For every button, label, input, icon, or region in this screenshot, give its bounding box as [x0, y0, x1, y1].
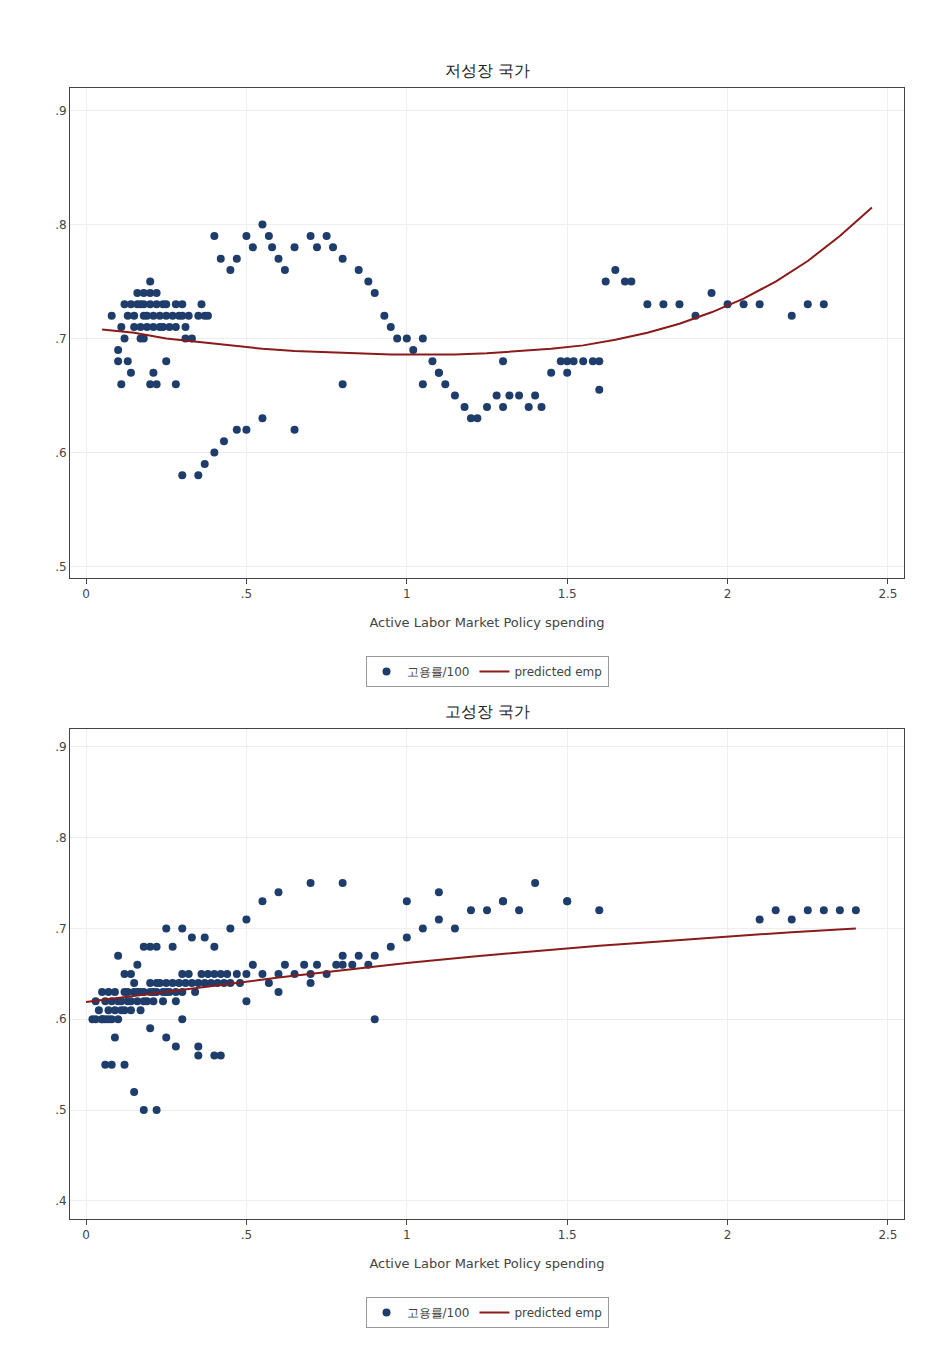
svg-text:0: 0	[82, 1228, 90, 1242]
svg-text:저성장 국가: 저성장 국가	[445, 61, 530, 80]
svg-text:.5: .5	[241, 587, 252, 601]
svg-text:고용률/100: 고용률/100	[407, 1306, 470, 1320]
svg-text:0: 0	[82, 587, 90, 601]
svg-text:.7: .7	[55, 332, 66, 346]
svg-text:고성장 국가: 고성장 국가	[445, 702, 530, 721]
svg-text:.6: .6	[55, 446, 66, 460]
svg-text:.6: .6	[55, 1012, 66, 1026]
svg-text:2: 2	[724, 587, 732, 601]
svg-text:1.5: 1.5	[558, 1228, 577, 1242]
svg-text:1: 1	[403, 1228, 411, 1242]
svg-text:.5: .5	[241, 1228, 252, 1242]
svg-text:.7: .7	[55, 922, 66, 936]
svg-text:.8: .8	[55, 831, 66, 845]
svg-text:2: 2	[724, 1228, 732, 1242]
svg-text:Active Labor Market Policy spe: Active Labor Market Policy spending	[369, 1256, 604, 1271]
svg-text:1.5: 1.5	[558, 587, 577, 601]
svg-text:2.5: 2.5	[878, 587, 897, 601]
svg-text:.9: .9	[55, 740, 66, 754]
svg-text:.5: .5	[55, 1103, 66, 1117]
svg-text:Active Labor Market Policy spe: Active Labor Market Policy spending	[369, 615, 604, 630]
svg-text:고용률/100: 고용률/100	[407, 665, 470, 679]
svg-text:predicted emp: predicted emp	[514, 1306, 601, 1320]
svg-text:2.5: 2.5	[878, 1228, 897, 1242]
svg-text:.4: .4	[55, 1194, 66, 1208]
svg-text:1: 1	[403, 587, 411, 601]
svg-text:.5: .5	[55, 560, 66, 574]
svg-text:predicted emp: predicted emp	[514, 665, 601, 679]
svg-text:.8: .8	[55, 218, 66, 232]
svg-text:.9: .9	[55, 104, 66, 118]
